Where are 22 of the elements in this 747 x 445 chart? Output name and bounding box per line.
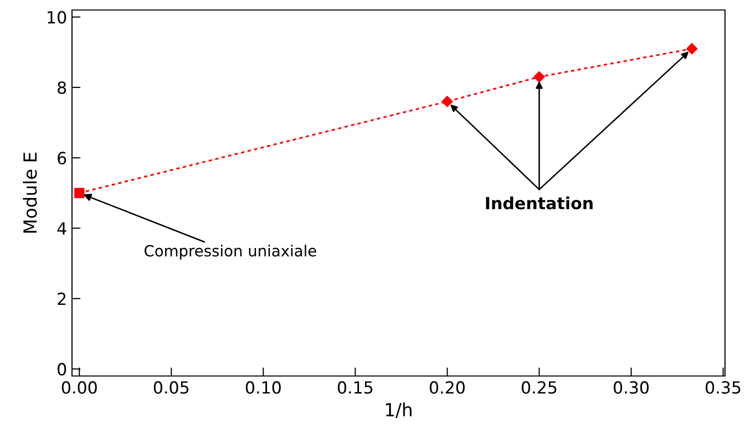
y-axis-title: Module E xyxy=(22,152,37,233)
y-tick-label: 2 xyxy=(58,292,66,305)
x-tick-label: 0.00 xyxy=(62,381,97,394)
x-tick-label: 0.25 xyxy=(522,381,556,394)
x-tick-label: 0.35 xyxy=(706,381,740,394)
x-axis-title: 1/h xyxy=(386,402,412,418)
y-tick-label: 6 xyxy=(58,152,66,164)
x-tick-label: 0.10 xyxy=(246,381,281,394)
y-tick-label: 10 xyxy=(48,11,66,24)
annotation: Compression uniaxiale xyxy=(144,244,316,260)
point xyxy=(74,188,84,198)
y-tick-label: 8 xyxy=(58,81,66,94)
point xyxy=(442,96,453,108)
annotation: Indentation xyxy=(486,196,593,210)
x-tick-label: 0.20 xyxy=(430,381,465,394)
point xyxy=(686,43,698,54)
x-tick-label: 0.15 xyxy=(338,381,372,394)
x-tick-label: 0.30 xyxy=(614,381,649,394)
point xyxy=(534,71,545,82)
x-tick-label: 0.05 xyxy=(154,381,188,394)
y-tick-label: 0 xyxy=(58,362,66,376)
y-tick-label: 4 xyxy=(57,222,66,235)
